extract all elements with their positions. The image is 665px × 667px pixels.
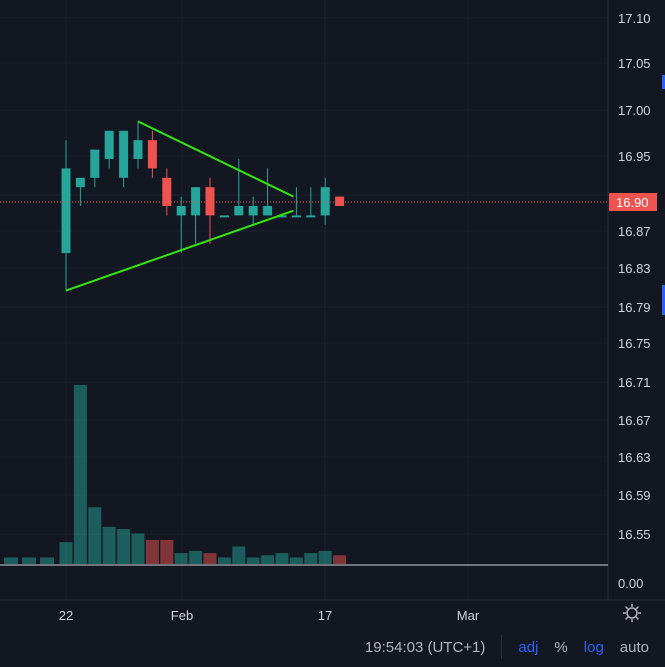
price-tick-label: 16.63 [618, 450, 651, 465]
auto-toggle[interactable]: auto [619, 638, 649, 656]
settings-gear-icon[interactable] [623, 604, 641, 622]
time-tick-label: 17 [318, 608, 332, 623]
candle-body [320, 187, 330, 216]
volume-bar [232, 546, 246, 564]
volume-bar [318, 550, 332, 564]
current-price-label: 16.90 [616, 195, 649, 210]
candle-body [263, 206, 273, 216]
triangle-pattern [65, 120, 294, 292]
volume-bar [246, 557, 260, 564]
price-tick-label: 16.87 [618, 224, 651, 239]
current-price-badge [609, 193, 657, 211]
candle-body [234, 206, 244, 216]
triangle-lower-line[interactable] [65, 209, 294, 292]
candle-body [219, 215, 229, 218]
volume-bar [102, 526, 116, 564]
price-tick-label: 16.71 [618, 375, 651, 390]
bottom-toolbar: 19:54:03 (UTC+1) adj % log auto [0, 627, 665, 667]
volume-bar [88, 507, 102, 564]
candle-body [277, 215, 287, 218]
candle-series [61, 121, 345, 291]
price-tick-label: 16.95 [618, 149, 651, 164]
time-axis: 22 Feb 17 Mar [59, 608, 480, 623]
volume-bar [145, 539, 159, 564]
time-tick-label: 22 [59, 608, 73, 623]
toolbar-separator [501, 635, 503, 659]
volume-bar [333, 555, 347, 564]
volume-bar [261, 555, 275, 564]
candle-body [104, 130, 114, 159]
volume-bar [40, 557, 54, 564]
candle-body [119, 130, 129, 178]
candle-body [176, 206, 186, 216]
candle-body [291, 215, 301, 218]
volume-bar [203, 553, 217, 564]
candle-body [133, 140, 143, 159]
grid [0, 0, 608, 600]
candle-body [61, 168, 71, 253]
candle-body [306, 215, 316, 218]
candle-body [191, 187, 201, 216]
price-tick-label: 16.75 [618, 336, 651, 351]
price-tick-label: 16.55 [618, 527, 651, 542]
clock-label: 19:54:03 (UTC+1) [364, 638, 486, 656]
price-tick-label: 17.05 [618, 56, 651, 71]
volume-bar [160, 539, 174, 564]
volume-bar [275, 553, 289, 564]
time-tick-label: Feb [171, 608, 193, 623]
candle-body [162, 177, 172, 206]
price-tick-label: 16.79 [618, 300, 651, 315]
price-tick-label: 16.67 [618, 413, 651, 428]
log-toggle[interactable]: log [583, 638, 604, 656]
percent-toggle[interactable]: % [554, 638, 568, 656]
candle-body [205, 187, 215, 216]
volume-bar [4, 557, 18, 564]
candle-body [147, 140, 157, 169]
candle-body [335, 196, 345, 206]
price-tick-label: 16.83 [618, 261, 651, 276]
right-edge-marker [662, 75, 665, 89]
volume-bar [59, 542, 73, 564]
right-edge-marker [662, 285, 665, 315]
price-axis: 17.10 17.05 17.00 16.95 16.87 16.83 16.79 16.75… [618, 11, 651, 542]
time-tick-label: Mar [457, 608, 480, 623]
volume-bar [289, 557, 303, 564]
volume-bar [22, 557, 36, 564]
adj-toggle[interactable]: adj [518, 638, 539, 656]
volume-bar [117, 529, 131, 564]
candle-body [90, 149, 100, 178]
price-tick-label: 17.10 [618, 11, 651, 26]
volume-bar [73, 385, 87, 564]
price-tick-label: 16.59 [618, 488, 651, 503]
volume-bar [189, 550, 203, 564]
price-tick-label: 17.00 [618, 103, 651, 118]
volume-bar [217, 557, 231, 564]
candle-body [75, 177, 85, 188]
volume-bar [304, 553, 318, 564]
volume-axis-label: 0.00 [618, 576, 643, 591]
volume-bar [131, 533, 145, 564]
chart-canvas[interactable]: 17.10 17.05 17.00 16.95 16.87 16.83 16.79 16.75… [0, 0, 665, 627]
volume-series [4, 385, 347, 564]
candle-body [248, 206, 258, 216]
triangle-upper-line[interactable] [137, 120, 294, 198]
volume-bar [174, 553, 188, 564]
